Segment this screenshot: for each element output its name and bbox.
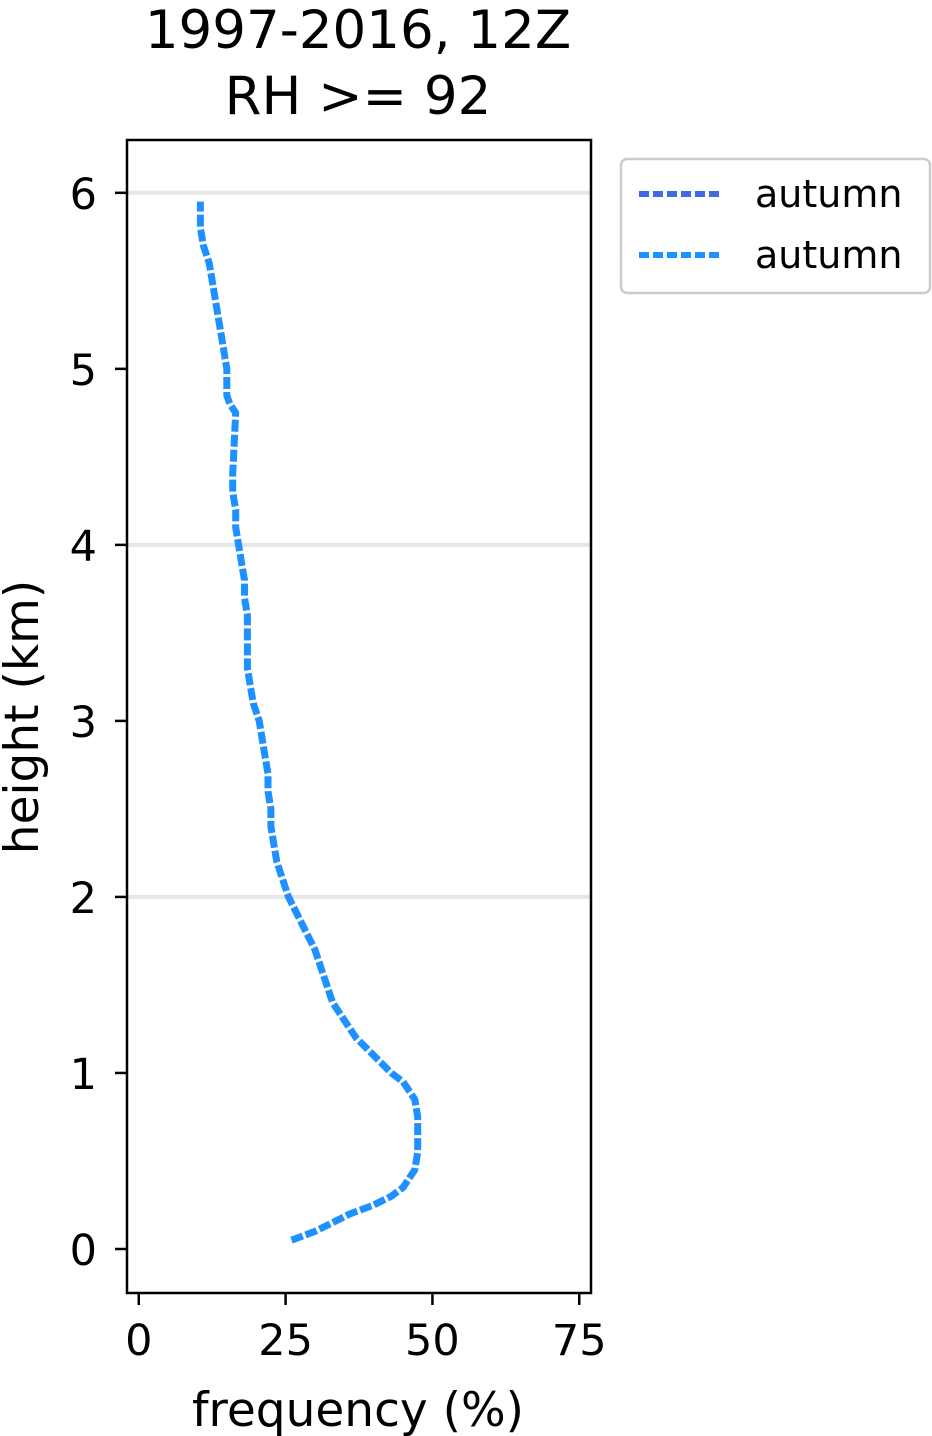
y-axis-label: height (km) [0, 580, 50, 854]
y-tick-label: 2 [70, 874, 97, 924]
legend-label-2: autumn [755, 233, 902, 277]
x-tick-label: 25 [258, 1316, 313, 1366]
y-tick-label: 5 [70, 346, 97, 396]
y-tick-label: 3 [70, 698, 97, 748]
series-layer [196, 201, 422, 1244]
series-line-2 [196, 201, 422, 1244]
y-tick-label: 4 [70, 522, 97, 572]
chart-title-line-1: 1997-2016, 12Z [145, 0, 571, 61]
plot-area [125, 138, 593, 1295]
y-tick-label: 6 [70, 170, 97, 220]
x-tick-label: 50 [405, 1316, 460, 1366]
x-axis-label: frequency (%) [192, 1383, 524, 1436]
gridlines [127, 190, 591, 899]
y-tick-label: 0 [70, 1226, 97, 1276]
legend: autumn autumn [619, 157, 932, 295]
x-tick-label: 75 [552, 1316, 607, 1366]
y-tick-label: 1 [70, 1050, 97, 1100]
legend-label-1: autumn [755, 172, 902, 216]
chart-title-line-2: RH >= 92 [225, 66, 492, 127]
axis-ticks: 0 25 50 75 0 1 2 3 4 5 6 [70, 170, 607, 1366]
x-tick-label: 0 [125, 1316, 152, 1366]
